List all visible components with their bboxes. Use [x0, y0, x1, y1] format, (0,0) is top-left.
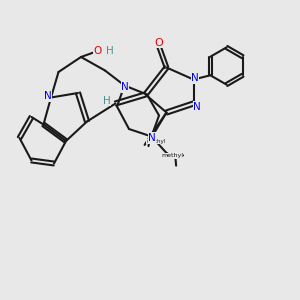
Text: O: O — [93, 46, 102, 56]
Text: N: N — [121, 82, 129, 92]
Text: H: H — [103, 95, 111, 106]
Text: N: N — [148, 133, 156, 143]
Text: methyl: methyl — [146, 139, 166, 144]
Text: N: N — [193, 101, 201, 112]
Text: N: N — [44, 91, 51, 101]
Text: H: H — [106, 46, 114, 56]
Text: O: O — [154, 38, 164, 48]
Text: methyl: methyl — [161, 154, 183, 158]
Text: N: N — [191, 73, 199, 83]
